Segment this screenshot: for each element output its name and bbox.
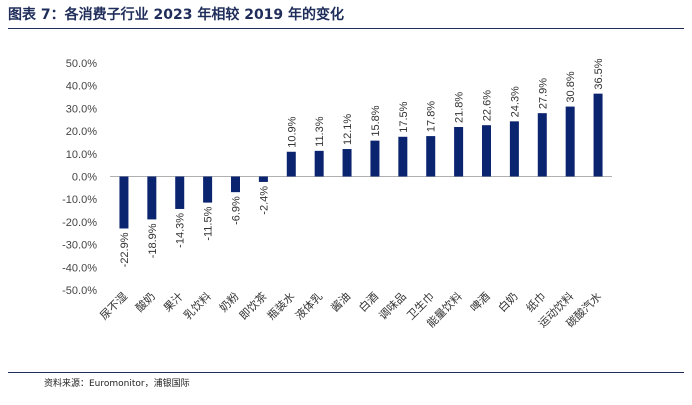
category-label: 纸巾 [523,289,548,314]
category-label: 酸奶 [132,289,157,314]
bar [203,176,213,203]
data-label: 22.6% [482,90,494,121]
bar [258,176,268,182]
y-tick-label: 30.0% [66,103,97,115]
chart-title: 图表 7：各消费子行业 2023 年相较 2019 年的变化 [8,7,345,23]
y-tick-label: 0.0% [72,172,97,184]
y-tick-label: -10.0% [62,194,97,206]
category-label: 乳饮料 [180,289,213,322]
data-label: 17.8% [426,101,438,132]
y-tick-label: -50.0% [62,285,97,297]
data-label: -22.9% [119,232,131,267]
data-label: 21.8% [454,92,466,123]
bar [342,149,352,177]
data-label: 15.8% [370,105,382,136]
category-label: 液体乳 [292,289,325,322]
data-label: 17.5% [398,101,410,132]
bar [593,93,603,177]
category-label: 白酒 [356,289,381,314]
y-tick-label: 40.0% [66,81,97,93]
bar [565,106,575,177]
title-rule [8,28,684,29]
bar [286,151,296,177]
data-label: -11.5% [203,206,215,240]
data-label: -14.3% [175,213,187,248]
bar [370,140,380,177]
category-label: 奶粉 [216,289,241,314]
data-label: 11.3% [314,116,326,147]
data-label: 12.1% [342,114,354,145]
y-tick-label: 50.0% [66,58,97,70]
bar [314,150,324,177]
bar [537,113,547,177]
y-tick-label: -30.0% [62,240,97,252]
y-tick-label: -40.0% [62,262,97,274]
category-label: 尿不湿 [98,290,131,323]
bar [426,136,436,177]
data-label: -6.9% [231,196,243,225]
category-label: 即饮茶 [237,290,270,323]
bar [231,176,240,193]
data-label: 24.3% [509,86,521,117]
bar [398,136,408,177]
bar [147,176,157,220]
bar [119,176,129,229]
bar-chart: 50.0% 40.0% 30.0% 20.0% 10.0% 0.0% -10.0% -20.0… [62,58,612,330]
category-label: 调味品 [376,290,409,323]
data-label: -2.4% [258,186,270,215]
bar [509,121,519,177]
category-label: 酱油 [328,289,353,314]
bar [482,125,491,177]
category-label: 白奶 [495,289,520,314]
data-label: 36.5% [593,58,605,89]
y-tick-label: 20.0% [66,126,97,138]
category-label: 瓶装水 [264,289,297,322]
source-rule [8,372,684,373]
data-label: 10.9% [286,116,298,147]
y-tick-label: -20.0% [62,217,97,229]
category-label: 啤酒 [467,289,492,314]
bar [454,127,464,177]
bar [175,176,185,209]
data-label: 27.9% [537,78,549,109]
source-note: 资料来源：Euromonitor，浦银国际 [44,379,190,389]
y-tick-label: 10.0% [66,149,97,161]
data-label: 30.8% [565,71,577,102]
data-label: -18.9% [147,223,159,258]
